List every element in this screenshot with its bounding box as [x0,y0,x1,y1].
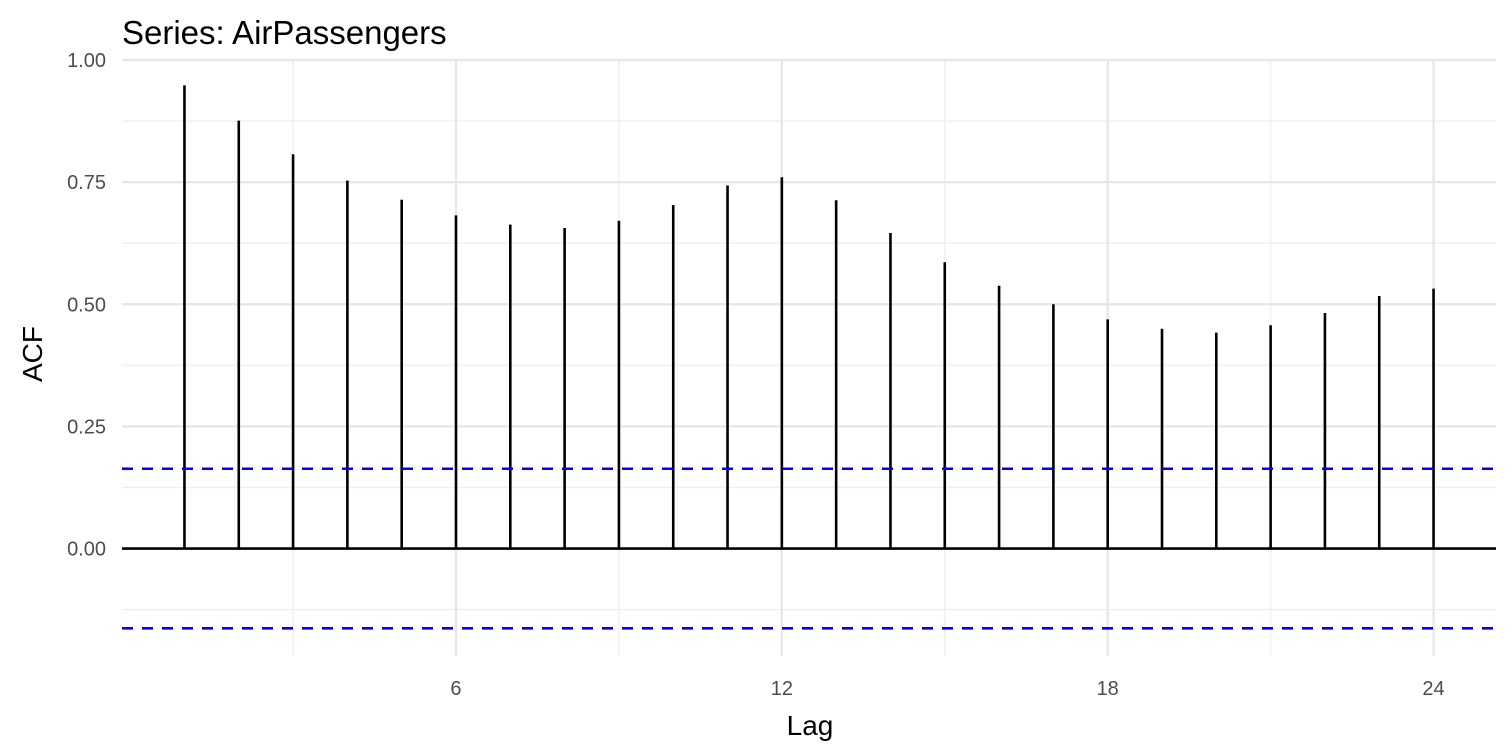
grid-lines [122,58,1496,656]
x-tick-label: 6 [450,678,461,700]
chart-title: Series: AirPassengers [122,14,447,51]
x-axis-ticks: 6 12 18 24 [450,678,1444,700]
confidence-bounds [122,467,1496,630]
y-tick-label: 0.50 [67,294,106,316]
y-tick-label: 0.75 [67,172,106,194]
x-tick-label: 18 [1097,678,1119,700]
y-tick-label: 0.25 [67,416,106,438]
y-axis-title: ACF [17,326,48,382]
y-tick-label: 1.00 [67,50,106,72]
x-axis-title: Lag [787,710,834,741]
acf-bars [183,85,1435,549]
x-tick-label: 24 [1422,678,1444,700]
y-axis-ticks: 0.00 0.25 0.50 0.75 1.00 [67,50,106,561]
x-tick-label: 12 [771,678,793,700]
y-tick-label: 0.00 [67,539,106,561]
